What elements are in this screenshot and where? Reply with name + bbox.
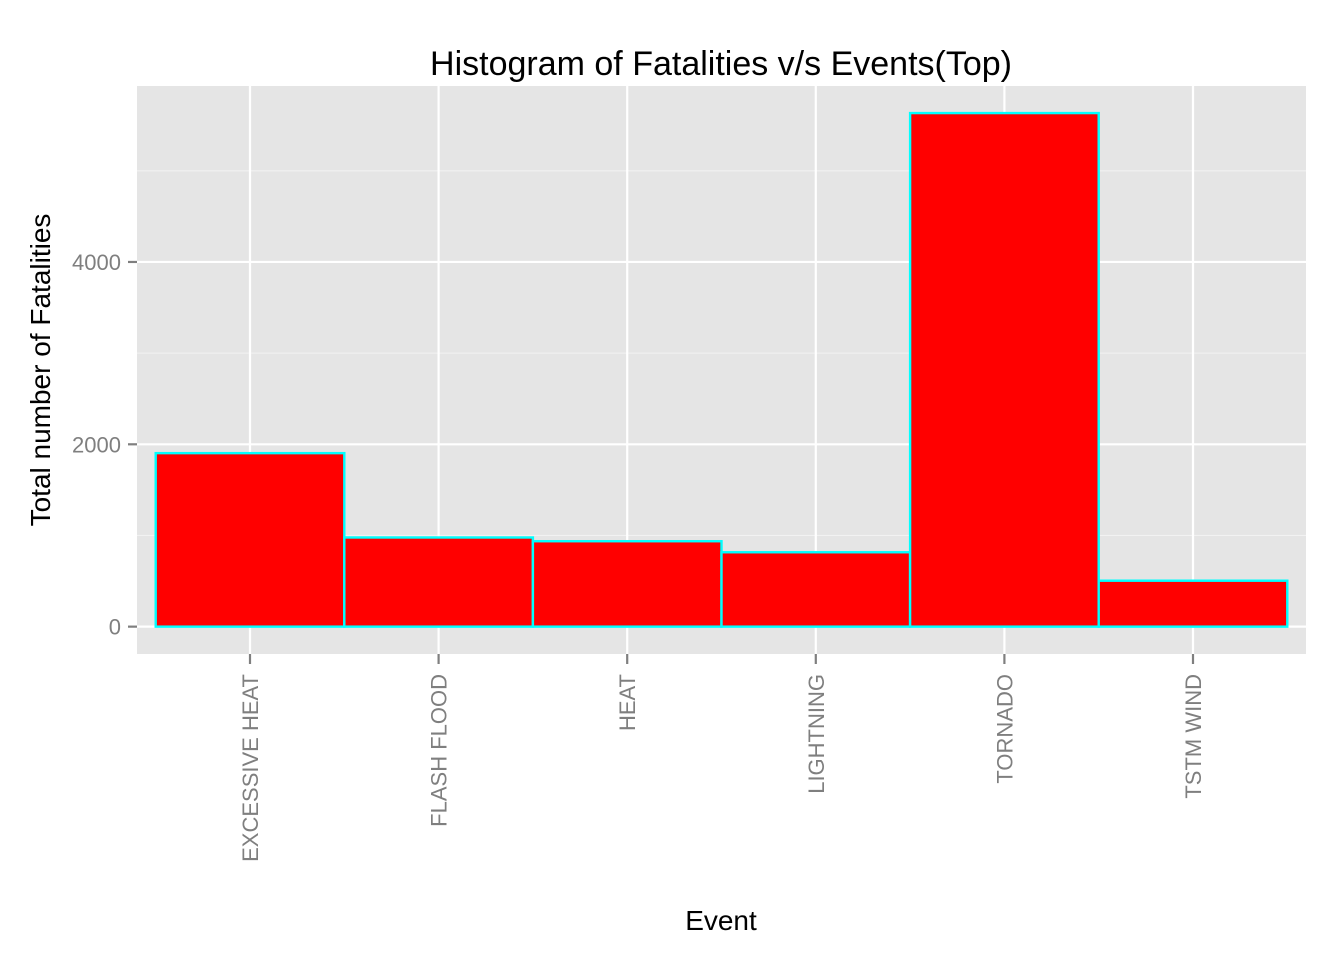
x-tick-label: HEAT	[615, 674, 640, 731]
y-axis-title: Total number of Fatalities	[25, 214, 56, 527]
bars	[154, 111, 1289, 628]
chart-title: Histogram of Fatalities v/s Events(Top)	[430, 45, 1012, 83]
y-tick-label: 0	[109, 615, 121, 640]
x-tick-label: EXCESSIVE HEAT	[238, 674, 263, 862]
x-axis-title: Event	[685, 905, 757, 936]
y-tick-label: 2000	[72, 432, 121, 457]
x-tick-label: TSTM WIND	[1181, 674, 1206, 799]
x-tick-label: LIGHTNING	[804, 674, 829, 794]
bar-tstm-wind	[1097, 579, 1289, 628]
bar-excessive-heat	[154, 451, 346, 628]
x-axis-ticks: EXCESSIVE HEAT FLASH FLOOD HEAT LIGHTNING TO…	[238, 654, 1206, 862]
bar-heat	[531, 540, 723, 628]
bar-tornado	[908, 111, 1100, 628]
bar-lightning	[720, 551, 912, 628]
x-tick-label: FLASH FLOOD	[427, 674, 452, 827]
bar-flash-flood	[343, 536, 535, 628]
y-tick-label: 4000	[72, 250, 121, 275]
y-axis-ticks: 0 2000 4000	[72, 250, 137, 640]
x-tick-label: TORNADO	[992, 674, 1017, 784]
